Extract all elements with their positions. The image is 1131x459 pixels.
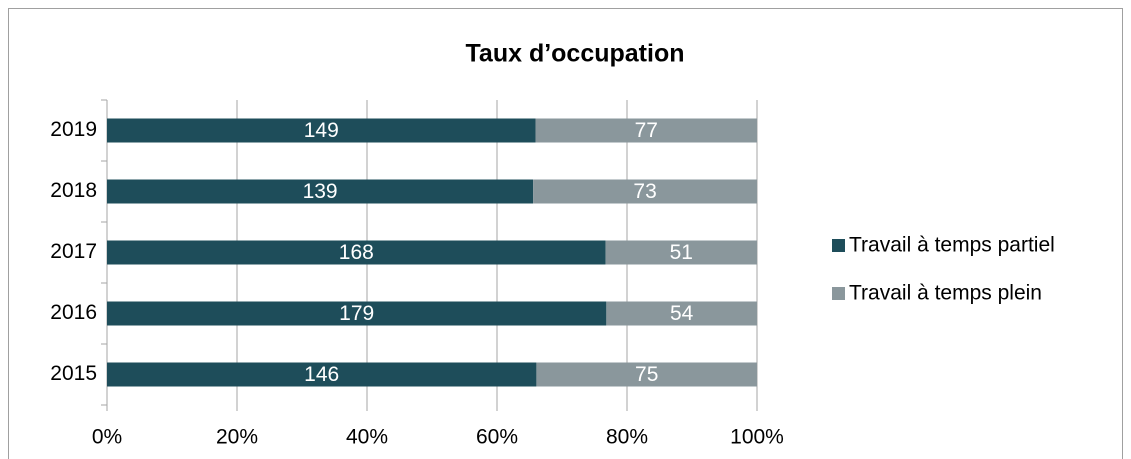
x-tick-label: 80% [606,426,648,449]
bar [606,301,757,326]
legend-label: Travail à temps partiel [849,234,1055,257]
x-tick-label: 100% [730,426,784,449]
bar [535,118,757,143]
y-tick-label: 2018 [50,179,97,202]
data-label: 139 [303,180,338,203]
x-tick-label: 40% [346,426,388,449]
bar [107,240,606,265]
bar [107,362,537,387]
chart-title: Taux d’occupation [466,40,685,68]
data-label: 75 [635,363,658,386]
y-tick-label: 2016 [50,301,97,324]
x-tick-label: 20% [216,426,258,449]
bar [536,362,757,387]
bar [107,179,534,204]
data-label: 179 [339,302,374,325]
bar [107,301,607,326]
bar [533,179,757,204]
y-tick-label: 2015 [50,362,97,385]
legend-swatch [832,239,845,252]
data-label: 77 [635,119,658,142]
data-label: 54 [670,302,694,325]
legend-swatch [832,287,845,300]
bar [107,118,536,143]
data-label: 168 [339,241,374,264]
y-tick-label: 2019 [50,118,97,141]
legend-label: Travail à temps plein [849,282,1042,305]
data-label: 73 [633,180,656,203]
data-label: 51 [670,241,693,264]
x-tick-label: 0% [92,426,122,449]
bar [605,240,757,265]
data-label: 146 [304,363,339,386]
data-label: 149 [304,119,339,142]
y-tick-label: 2017 [50,240,97,263]
x-tick-label: 60% [476,426,518,449]
